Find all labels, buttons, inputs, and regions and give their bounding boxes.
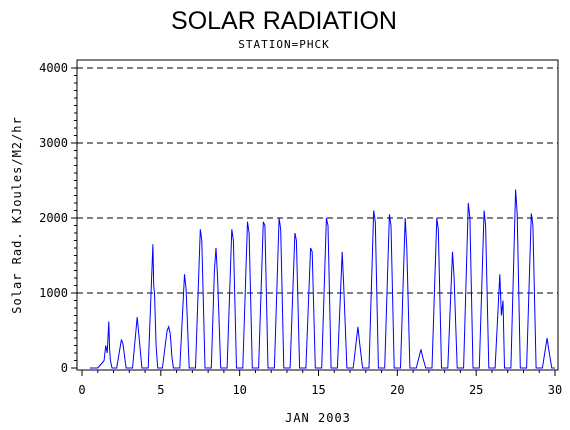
x-tick-label-5: 25 [469, 383, 483, 397]
y-axis: 0 1000 2000 3000 4000 [39, 61, 77, 375]
x-tick-label-1: 5 [157, 383, 164, 397]
y-tick-label-2: 2000 [39, 211, 68, 225]
y-axis-label: Solar Rad. KJoules/M2/hr [10, 116, 24, 313]
x-axis: 0 5 10 15 20 25 30 [78, 370, 562, 397]
x-tick-label-3: 15 [311, 383, 325, 397]
grid-lines [77, 67, 558, 294]
y-tick-label-0: 0 [61, 361, 68, 375]
plot-frame [76, 59, 559, 371]
x-tick-label-4: 20 [390, 383, 404, 397]
series-line [89, 189, 555, 369]
y-tick-label-1: 1000 [39, 286, 68, 300]
chart-title: SOLAR RADIATION [171, 7, 397, 35]
x-tick-label-2: 10 [232, 383, 246, 397]
y-tick-label-4: 4000 [39, 61, 68, 75]
x-axis-label: JAN 2003 [285, 411, 351, 425]
x-tick-label-6: 30 [548, 383, 562, 397]
x-tick-label-0: 0 [78, 383, 85, 397]
chart-subtitle: STATION=PHCK [238, 38, 329, 51]
y-tick-label-3: 3000 [39, 136, 68, 150]
